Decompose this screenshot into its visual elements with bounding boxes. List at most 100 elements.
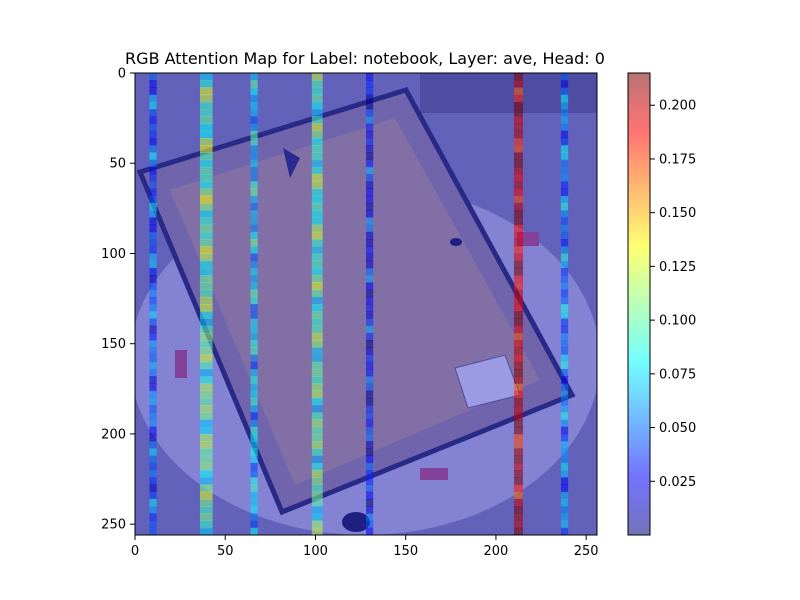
attention-cell (513, 426, 524, 435)
attention-cell (513, 506, 524, 514)
attention-columns (135, 73, 597, 535)
attention-cell (366, 80, 374, 88)
attention-cell (250, 109, 258, 117)
attention-cell (149, 498, 157, 507)
attention-cell (560, 491, 569, 500)
attention-cell (560, 145, 569, 153)
attention-cell (311, 253, 323, 262)
attention-cell (250, 282, 258, 291)
attention-cell (199, 231, 213, 240)
attention-cell (513, 368, 524, 377)
attention-cell (513, 152, 524, 161)
attention-cell (199, 347, 213, 356)
attention-cell (149, 80, 157, 88)
attention-cell (311, 426, 323, 435)
attention-cell (560, 181, 569, 189)
attention-cell (250, 325, 258, 334)
attention-cell (311, 397, 323, 406)
attention-cell (311, 318, 323, 327)
attention-cell (199, 325, 213, 334)
attention-cell (560, 332, 569, 341)
attention-cell (311, 94, 323, 103)
attention-cell (199, 145, 213, 153)
attention-cell (513, 174, 524, 182)
attention-cell (366, 94, 374, 103)
attention-cell (149, 253, 157, 262)
attention-cell (199, 296, 213, 305)
attention-cell (560, 137, 569, 146)
attention-cell (366, 188, 374, 197)
attention-cell (199, 253, 213, 262)
attention-cell (366, 368, 374, 377)
attention-cell (560, 433, 569, 442)
attention-cell (149, 477, 157, 485)
attention-cell (199, 73, 213, 81)
attention-cell (366, 361, 374, 370)
y-tick-label: 0 (118, 67, 126, 82)
attention-column (199, 73, 213, 535)
attention-cell (311, 448, 323, 457)
attention-cell (250, 419, 258, 428)
attention-cell (366, 239, 374, 247)
attention-cell (199, 455, 213, 464)
colorbar-tick-label: 0.200 (659, 99, 696, 114)
attention-cell (149, 513, 157, 522)
attention-cell (250, 289, 258, 298)
attention-cell (311, 412, 323, 420)
attention-cell (149, 246, 157, 254)
attention-cell (513, 419, 524, 428)
attention-cell (250, 224, 258, 233)
attention-cell (250, 267, 258, 276)
attention-cell (311, 188, 323, 197)
attention-cell (366, 304, 374, 312)
attention-cell (199, 354, 213, 363)
attention-cell (560, 217, 569, 226)
chart-title: RGB Attention Map for Label: notebook, L… (125, 49, 605, 68)
attention-cell (366, 412, 374, 420)
attention-cell (311, 159, 323, 168)
attention-cell (560, 130, 569, 139)
attention-cell (149, 202, 157, 211)
x-tick-label: 0 (131, 544, 139, 559)
attention-cell (199, 433, 213, 442)
attention-cell (513, 405, 524, 413)
attention-cell (149, 289, 157, 298)
attention-cell (311, 202, 323, 211)
attention-cell (366, 419, 374, 428)
attention-cell (149, 376, 157, 384)
attention-cell (149, 195, 157, 204)
attention-cell (560, 311, 569, 319)
attention-cell (513, 282, 524, 291)
attention-cell (560, 231, 569, 240)
attention-cell (513, 224, 524, 233)
attention-cell (311, 137, 323, 146)
attention-cell (199, 311, 213, 319)
attention-cell (513, 137, 524, 146)
attention-cell (199, 376, 213, 384)
attention-cell (250, 340, 258, 348)
attention-cell (311, 210, 323, 218)
attention-cell (250, 332, 258, 341)
colorbar-tick-label: 0.150 (659, 206, 696, 221)
attention-cell (513, 246, 524, 254)
attention-cell (366, 152, 374, 161)
attention-cell (366, 253, 374, 262)
attention-cell (311, 470, 323, 478)
y-tick-label: 100 (101, 247, 126, 262)
colorbar: 0.025 0.050 0.075 0.100 0.125 0.150 0.175 0.200 (627, 72, 696, 536)
attention-cell (311, 87, 323, 96)
attention-cell (311, 433, 323, 442)
attention-cell (311, 462, 323, 471)
attention-cell (149, 419, 157, 428)
attention-cell (311, 224, 323, 233)
attention-cell (149, 361, 157, 370)
attention-cell (199, 390, 213, 399)
attention-cell (366, 448, 374, 457)
attention-cell (149, 137, 157, 146)
attention-cell (513, 455, 524, 464)
attention-cell (366, 275, 374, 283)
attention-cell (149, 123, 157, 132)
colorbar-tick-label: 0.025 (659, 475, 696, 490)
attention-cell (560, 513, 569, 522)
attention-cell (366, 354, 374, 363)
